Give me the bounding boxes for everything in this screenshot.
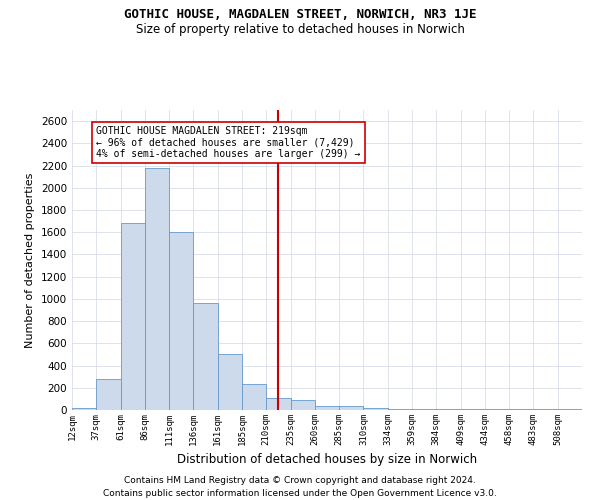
Bar (266, 398, 290, 410)
Bar (412, 409, 436, 410)
Text: Distribution of detached houses by size in Norwich: Distribution of detached houses by size … (177, 452, 477, 466)
Text: Size of property relative to detached houses in Norwich: Size of property relative to detached ho… (136, 22, 464, 36)
Bar (461, 409, 485, 410)
Text: GOTHIC HOUSE MAGDALEN STREET: 219sqm
← 96% of detached houses are smaller (7,429: GOTHIC HOUSE MAGDALEN STREET: 219sqm ← 9… (96, 126, 361, 159)
Bar (315, 406, 339, 410)
Text: Contains HM Land Registry data © Crown copyright and database right 2024.: Contains HM Land Registry data © Crown c… (124, 476, 476, 485)
Bar (290, 400, 315, 410)
Text: GOTHIC HOUSE, MAGDALEN STREET, NORWICH, NR3 1JE: GOTHIC HOUSE, MAGDALEN STREET, NORWICH, … (124, 8, 476, 20)
Bar (388, 409, 412, 410)
Bar (364, 408, 388, 410)
Bar (218, 354, 242, 410)
Bar (72, 408, 96, 410)
Y-axis label: Number of detached properties: Number of detached properties (25, 172, 35, 348)
Bar (242, 384, 266, 410)
Bar (96, 379, 121, 410)
Bar (121, 224, 145, 410)
Text: Contains public sector information licensed under the Open Government Licence v3: Contains public sector information licen… (103, 489, 497, 498)
Bar (339, 406, 364, 410)
Bar (193, 304, 218, 410)
Bar (169, 232, 193, 410)
Bar (145, 168, 169, 410)
